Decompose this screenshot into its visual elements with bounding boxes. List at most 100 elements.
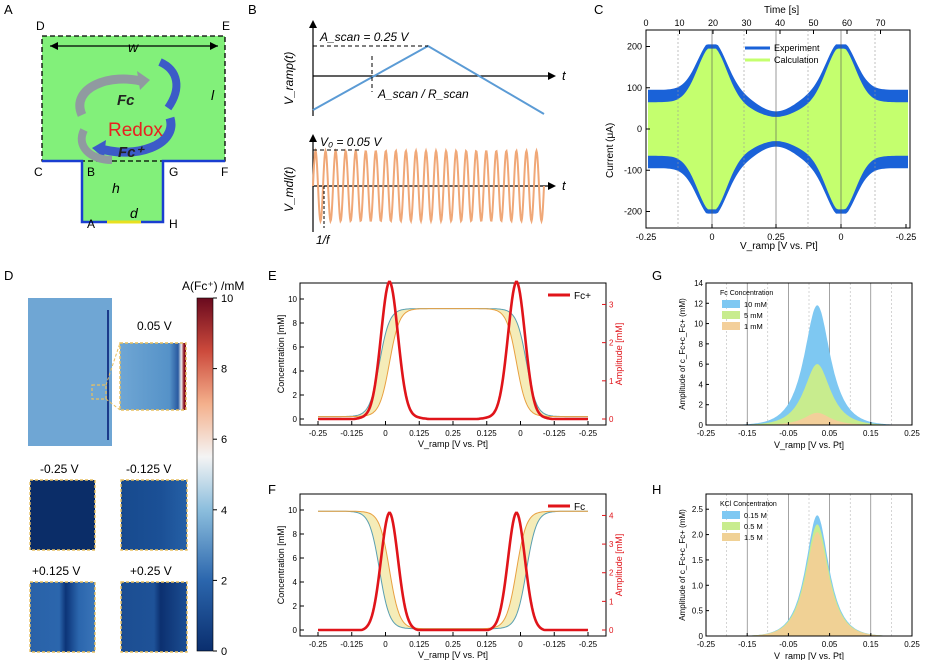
ytick-label: 0 [293, 415, 298, 424]
map-p0125 [29, 581, 96, 653]
y2tick-label: 1 [609, 597, 614, 606]
ytick-label: 2 [293, 602, 298, 611]
xtick-label: 0 [518, 640, 523, 649]
bulk-boundary [41, 35, 226, 162]
period-label: 1/f [316, 233, 331, 247]
colorbar-tick-label: 6 [221, 434, 227, 446]
y-axis-label: Concentration [mM] [276, 315, 286, 394]
t-label-top: t [562, 68, 567, 83]
amplitude-curve [318, 511, 588, 632]
y2tick-label: 1 [609, 377, 614, 386]
c-xtick-label: 0.25 [767, 232, 785, 242]
panel-h: -0.25 -0.15 -0.05 0.05 0.15 0.25 0 0.5 1.0 1.5 2.0… [678, 493, 920, 660]
amplitude-area-1.5-M [706, 532, 912, 636]
ytick-label: 12 [694, 299, 703, 308]
ytick-label: 8 [293, 319, 298, 328]
concentration-band [318, 308, 588, 417]
corner-g: G [169, 165, 178, 179]
cycle-arrow-blue [96, 116, 176, 157]
c-ytick-label: 0 [637, 124, 642, 134]
c-y-label: Current (μA) [605, 123, 616, 178]
panel-label-b: B [248, 2, 257, 17]
c-ytick-label: 200 [627, 42, 642, 52]
xtick-label: -0.25 [579, 640, 598, 649]
xtick-label: -0.125 [543, 640, 566, 649]
legend-title: KCl Concentration [720, 501, 777, 508]
amplitude-area-10-mM [706, 305, 912, 425]
colorbar-tick-label: 10 [221, 293, 233, 305]
colorbar-tick-label: 0 [221, 646, 227, 658]
xtick-label: 0 [383, 640, 388, 649]
y2tick-label: 0 [609, 626, 614, 635]
concentration-curve-2 [318, 308, 588, 418]
c-top-tick-label: 60 [842, 18, 852, 28]
y2tick-label: 2 [609, 569, 614, 578]
y2tick-label: 2 [609, 339, 614, 348]
legend-label: 10 mM [744, 300, 767, 309]
xtick-label: -0.25 [579, 429, 598, 438]
panel-label-f: F [268, 482, 276, 497]
xtick-label: 0.05 [822, 640, 838, 649]
ytick-label: 2.5 [692, 505, 704, 514]
legend-swatch [722, 311, 740, 319]
corner-b: B [87, 165, 95, 179]
panel-label-d: D [4, 268, 13, 283]
ascan-over-rscan-label: A_scan / R_scan [377, 87, 469, 101]
colorbar-tick-label: 8 [221, 364, 227, 376]
ytick-label: 2 [699, 401, 704, 410]
label-p0125-v: +0.125 V [32, 564, 80, 578]
label-005-v: 0.05 V [137, 319, 172, 333]
plot-frame [299, 493, 607, 637]
cycle-arrow-grey [75, 74, 147, 117]
d-label: d [130, 205, 139, 221]
xtick-label: -0.05 [779, 640, 798, 649]
label-n025-v: -0.25 V [40, 462, 79, 476]
y2tick-label: 3 [609, 300, 614, 309]
panel-g: -0.25 -0.15 -0.05 0.05 0.15 0.25 0 2 4 6 8 10 12 14 V_… [678, 279, 920, 450]
legend-label: 1 mM [744, 322, 763, 331]
xtick-label: -0.125 [340, 640, 363, 649]
c-top-tick-label: 10 [674, 18, 684, 28]
ytick-label: 4 [293, 367, 298, 376]
zoom-region [91, 384, 107, 400]
corner-a: A [87, 217, 95, 231]
y-axis-label: Concentration [mM] [276, 526, 286, 605]
v0-label: V₀ = 0.05 V [320, 135, 382, 149]
ytick-label: 10 [288, 506, 297, 515]
vramp-trace [312, 44, 545, 115]
concentration-curve-1 [318, 510, 588, 630]
ytick-label: 8 [699, 340, 704, 349]
map-n025 [29, 479, 96, 551]
c-ytick-label: 100 [627, 83, 642, 93]
legend-calculation: Calculation [774, 55, 819, 65]
panel-d: D [4, 268, 244, 658]
label-p025-v: +0.25 V [130, 564, 172, 578]
xtick-label: -0.25 [697, 429, 716, 438]
panel-a: A w l h d D E C F B G A H Fc Redox Fc⁺ [4, 2, 230, 231]
xtick-label: -0.25 [309, 640, 328, 649]
y2tick-label: 4 [609, 511, 614, 520]
cycle-arrowhead-grey [137, 71, 150, 90]
concentration-curve-1 [318, 308, 588, 418]
panel-label-a: A [4, 2, 13, 17]
fc-label: Fc [117, 92, 135, 109]
panel-label-g: G [652, 268, 662, 283]
y-axis-label: Amplitude of c_Fc+c_Fc+ (mM) [678, 298, 687, 410]
xtick-label: 0.05 [822, 429, 838, 438]
ytick-label: 0.5 [692, 607, 704, 616]
ytick-label: 2.0 [692, 531, 704, 540]
xtick-label: 0.25 [904, 429, 920, 438]
panel-e: -0.25 -0.125 0 0.125 0.25 0.125 0 -0.125 -0.25 0 2… [276, 280, 624, 449]
colorbar [196, 297, 214, 652]
ytick-label: 4 [293, 578, 298, 587]
legend-swatch [722, 300, 740, 308]
c-top-tick-label: 40 [775, 18, 785, 28]
legend-label: Fc [574, 502, 585, 513]
cycle-arrow-blue-top [158, 58, 181, 111]
c-top-tick-label: 50 [808, 18, 818, 28]
label-n0125-v: -0.125 V [126, 462, 171, 476]
colorbar-tick-label: 4 [221, 505, 227, 517]
c-top-tick-label: 30 [741, 18, 751, 28]
xtick-label: -0.25 [697, 640, 716, 649]
fcplus-label: Fc⁺ [118, 144, 146, 161]
